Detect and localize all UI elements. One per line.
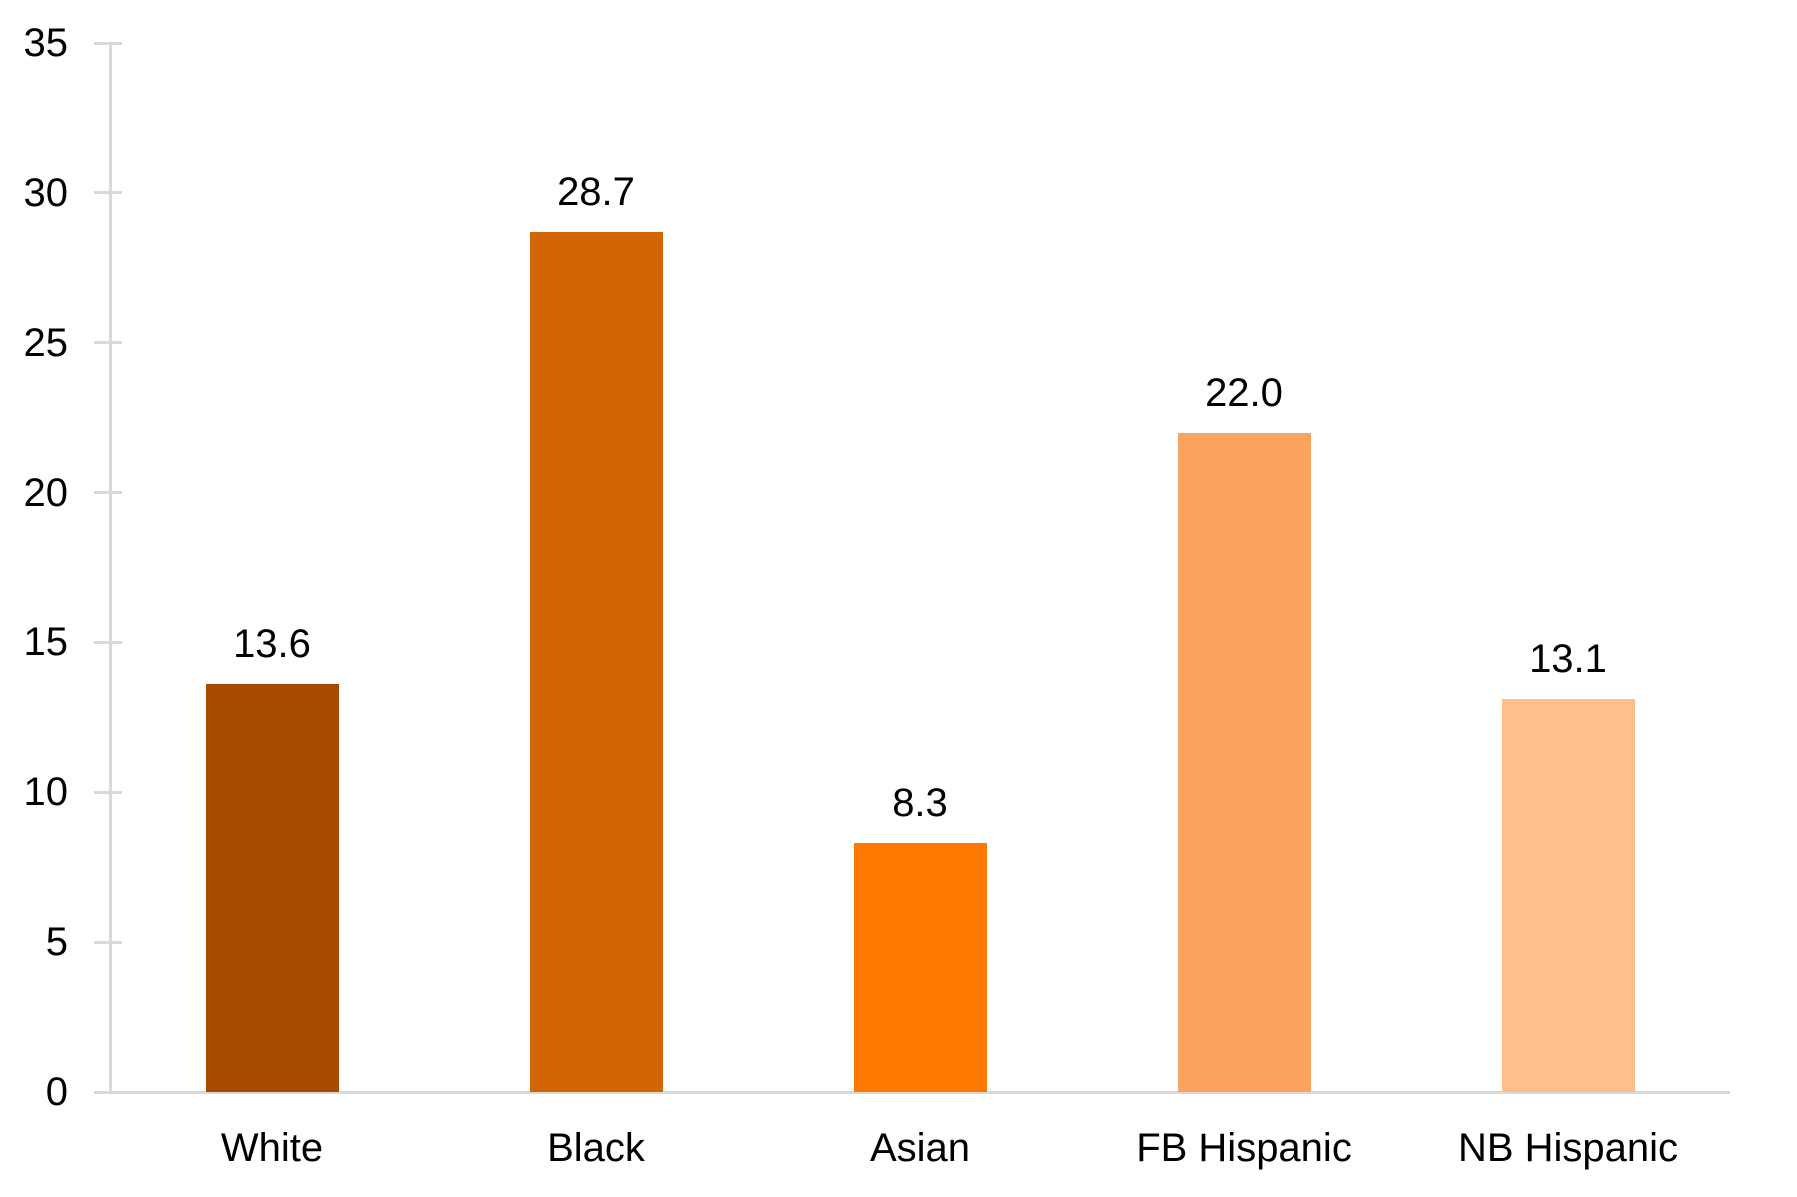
y-tick: [94, 940, 122, 944]
y-tick-label: 0: [45, 1070, 68, 1114]
y-tick-label: 20: [23, 470, 69, 515]
y-tick: [94, 191, 122, 195]
bar-value-label: 13.1: [1529, 637, 1607, 681]
y-tick: [94, 41, 122, 45]
x-axis-baseline: [94, 1090, 1730, 1094]
category-label: Black: [547, 1126, 645, 1170]
bar-value-label: 13.6: [233, 622, 311, 666]
bar-value-label: 8.3: [892, 781, 948, 825]
y-tick: [94, 491, 122, 495]
category-label: NB Hispanic: [1457, 1126, 1679, 1170]
bar-value-label: 22.0: [1205, 371, 1283, 415]
y-tick-label: 10: [23, 770, 69, 815]
y-tick-label: 35: [23, 21, 69, 65]
category-label: Asian: [869, 1126, 971, 1170]
y-axis-line: [108, 41, 112, 1094]
category-label: FB Hispanic: [1136, 1126, 1352, 1170]
bar-asian: [854, 843, 987, 1092]
y-tick: [94, 341, 122, 345]
bar-value-label: 28.7: [557, 170, 635, 214]
y-tick-label: 25: [23, 320, 69, 365]
y-tick: [94, 640, 122, 644]
y-tick-label: 5: [45, 920, 68, 965]
bar-white: [206, 684, 339, 1092]
bar-fb-hispanic: [1178, 433, 1311, 1092]
y-tick-label: 15: [23, 620, 69, 665]
bar-nb-hispanic: [1502, 699, 1635, 1092]
category-label: White: [220, 1126, 324, 1170]
bar-black: [530, 232, 663, 1092]
y-tick: [94, 790, 122, 794]
y-tick-label: 30: [23, 170, 69, 215]
